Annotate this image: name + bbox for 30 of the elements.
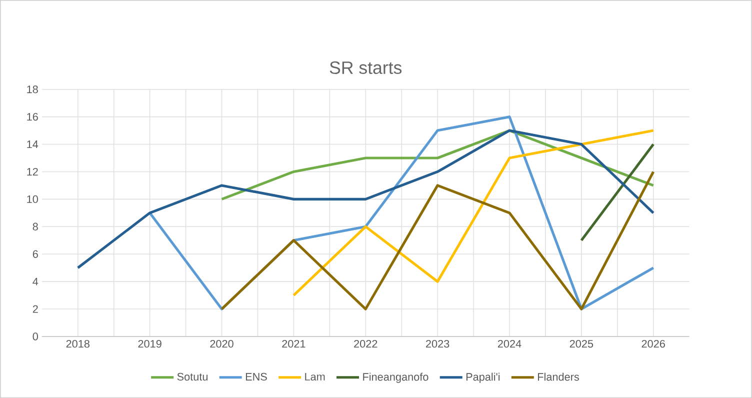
line-series (292, 129, 655, 296)
x-tick-label: 2021 (282, 340, 306, 348)
y-tick-label: 8 (32, 222, 38, 230)
x-tick-label: 2020 (210, 340, 234, 348)
y-tick-label: 14 (27, 140, 38, 148)
legend-label: Flanders (538, 372, 579, 381)
y-tick-label: 0 (32, 332, 38, 340)
legend-label: Sotutu (177, 372, 208, 381)
legend-label: Fineanganofo (363, 372, 428, 383)
legend-label: Papali'i (466, 372, 500, 383)
legend-label: ENS (246, 372, 267, 381)
x-tick-label: 2019 (138, 340, 162, 348)
y-tick-label: 16 (27, 112, 38, 121)
x-tick-label: 2025 (570, 340, 594, 348)
y-tick-label: 10 (27, 195, 38, 203)
x-tick-label: 2018 (66, 340, 90, 348)
x-tick-label: 2024 (498, 340, 522, 348)
line-series (220, 129, 655, 200)
y-tick-label: 4 (32, 278, 38, 286)
chart-title: SR starts (330, 61, 402, 74)
legend-label: Lam (305, 372, 325, 380)
line-series (220, 170, 655, 310)
y-tick-label: 18 (27, 85, 38, 94)
y-tick-label: 6 (32, 250, 38, 258)
x-tick-label: 2022 (354, 340, 378, 348)
y-tick-label: 12 (27, 168, 38, 176)
y-tick-label: 2 (32, 305, 38, 313)
x-tick-label: 2023 (426, 340, 450, 348)
x-tick-label: 2026 (642, 340, 665, 348)
line-series (76, 129, 655, 270)
